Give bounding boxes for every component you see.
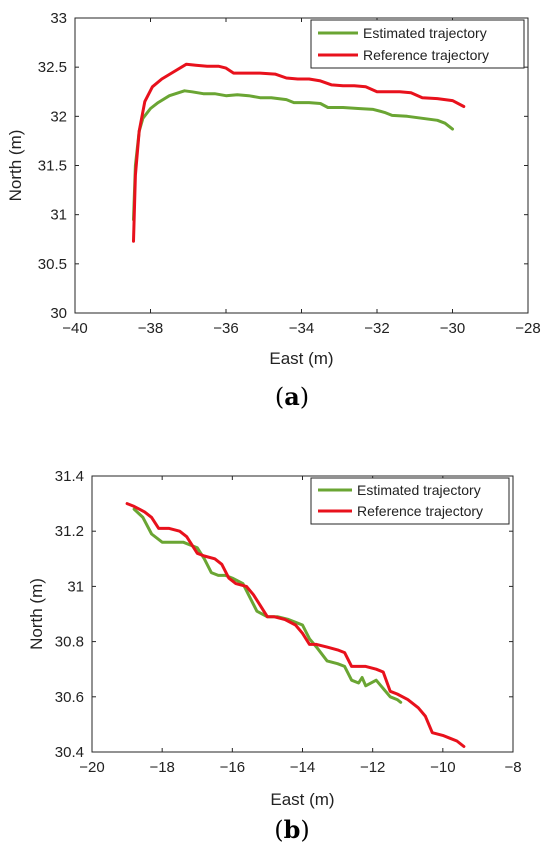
series-b: [125, 502, 466, 748]
ytick-label-a-6: 33: [50, 10, 67, 27]
series-line-a-estimated: [132, 89, 454, 222]
legend-label-estimated-b: Estimated trajectory: [357, 482, 481, 498]
legend-b: Estimated trajectory Reference trajector…: [310, 477, 510, 525]
ytick-label-b-4: 31.2: [55, 523, 84, 540]
ytick-label-a-5: 32.5: [38, 59, 67, 76]
caption-letter-a: a: [284, 382, 300, 411]
ytick-label-a-0: 30: [50, 305, 67, 322]
xtick-label-a-5: −30: [440, 320, 465, 337]
caption-a: (a): [275, 382, 309, 411]
chart-a: −40 −38 −36 −34 −32 −30 −28 30 30.5 31 31.5 32 32.5 3…: [6, 10, 541, 411]
xlabel-b: East (m): [270, 790, 334, 809]
caption-close-a: ): [300, 383, 309, 411]
xtick-label-b-4: −12: [360, 759, 385, 776]
caption-letter-b: b: [284, 815, 301, 844]
xtick-label-a-6: −28: [515, 320, 540, 337]
ytick-label-b-1: 30.6: [55, 689, 84, 706]
xtick-label-b-3: −14: [290, 759, 315, 776]
ticks-b: −20 −18 −16 −14 −12 −10 −8 30.4 30.6 30.8 31 31.2 31…: [55, 468, 522, 776]
legend-a: Estimated trajectory Reference trajector…: [310, 19, 525, 69]
ytick-label-a-3: 31.5: [38, 158, 67, 175]
legend-label-estimated-a: Estimated trajectory: [363, 25, 487, 41]
xtick-label-a-4: −32: [364, 320, 389, 337]
ytick-label-b-0: 30.4: [55, 744, 84, 761]
legend-label-reference-a: Reference trajectory: [363, 47, 489, 63]
caption-open-b: (: [274, 816, 283, 844]
ylabel-a: North (m): [6, 130, 25, 202]
legend-box-b: [310, 477, 510, 525]
chart-b: −20 −18 −16 −14 −12 −10 −8 30.4 30.6 30.8 31 31.2 31…: [27, 468, 522, 844]
caption-b: (b): [274, 815, 310, 844]
xtick-label-b-5: −10: [430, 759, 455, 776]
series-a: [132, 62, 466, 243]
xtick-label-b-0: −20: [79, 759, 104, 776]
xtick-label-b-6: −8: [504, 759, 521, 776]
caption-close-b: ): [300, 816, 309, 844]
xtick-label-a-1: −38: [138, 320, 163, 337]
xtick-label-b-1: −18: [149, 759, 174, 776]
ylabel-b: North (m): [27, 578, 46, 650]
ytick-label-b-3: 31: [67, 578, 84, 595]
ticks-a: −40 −38 −36 −34 −32 −30 −28 30 30.5 31 31.5 32 32.5 3…: [38, 10, 541, 337]
xtick-label-b-2: −16: [220, 759, 245, 776]
ytick-label-a-1: 30.5: [38, 256, 67, 273]
caption-open-a: (: [275, 383, 284, 411]
legend-label-reference-b: Reference trajectory: [357, 503, 483, 519]
xtick-label-a-0: −40: [62, 320, 87, 337]
series-line-b-reference: [125, 502, 466, 748]
xtick-label-a-2: −36: [213, 320, 238, 337]
xlabel-a: East (m): [269, 349, 333, 368]
ytick-label-a-2: 31: [50, 207, 67, 224]
legend-box-a: [310, 19, 525, 69]
ytick-label-a-4: 32: [50, 108, 67, 125]
xtick-label-a-3: −34: [289, 320, 314, 337]
ytick-label-b-5: 31.4: [55, 468, 84, 485]
ytick-label-b-2: 30.8: [55, 634, 84, 651]
series-line-a-reference: [132, 62, 466, 243]
